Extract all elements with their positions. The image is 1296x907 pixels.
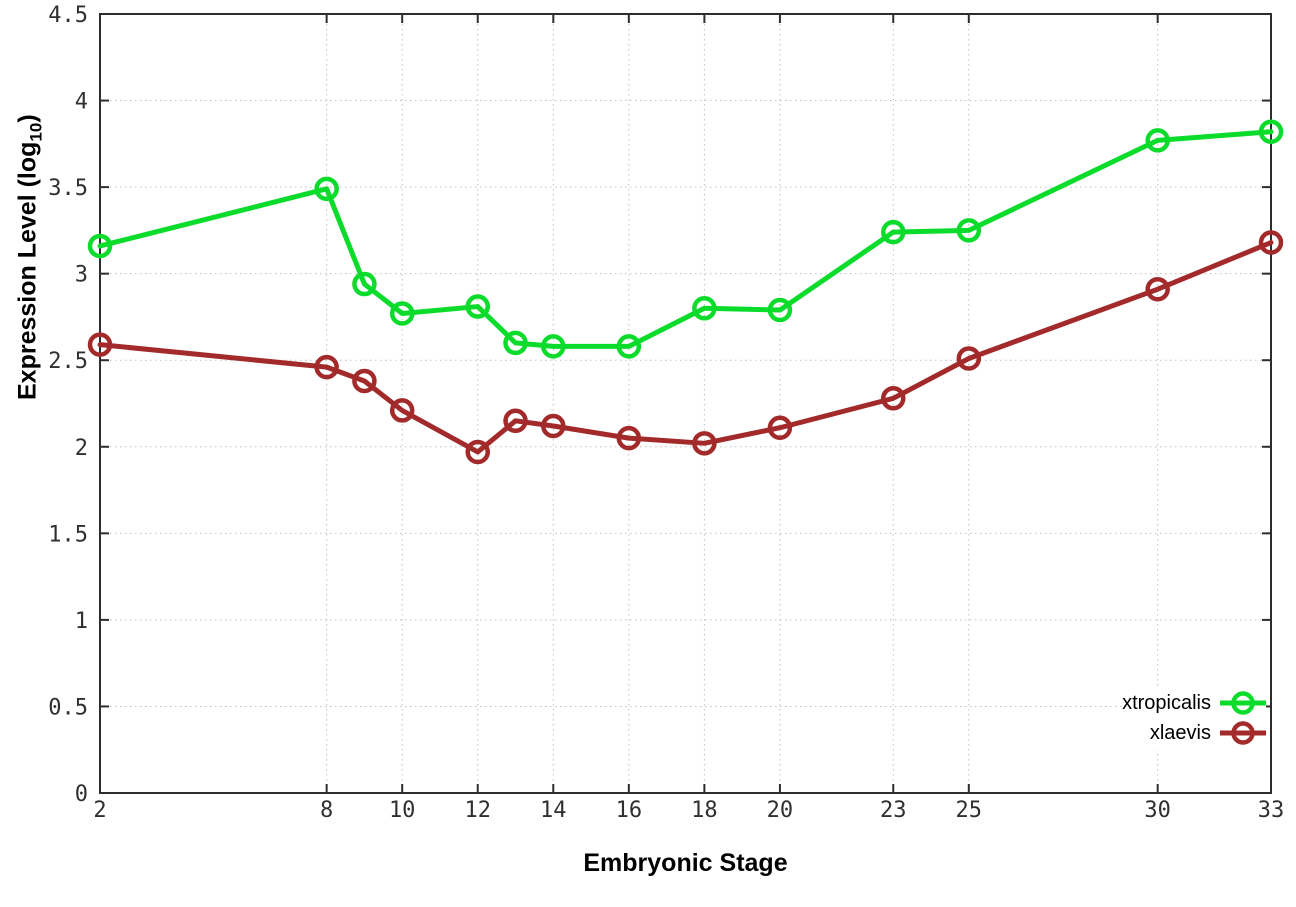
series-xlaevis-point [541, 413, 566, 439]
series-xlaevis-point [352, 368, 377, 394]
series-xtropicalis-point [465, 294, 490, 319]
series-xtropicalis-point [767, 297, 793, 323]
legend: xtropicalis xlaevis [1122, 686, 1266, 750]
series-xlaevis-point [956, 346, 982, 371]
legend-label-xtropicalis: xtropicalis [1122, 691, 1211, 714]
series-xlaevis-point [767, 415, 793, 440]
x-tick-label: 16 [616, 798, 643, 823]
legend-sample-xtropicalis [1220, 691, 1266, 715]
series-xtropicalis-point [314, 176, 339, 202]
x-tick-label: 12 [464, 798, 491, 823]
series-xlaevis-point [692, 431, 717, 456]
y-tick-label: 3.5 [48, 176, 88, 201]
y-axis-label-text: Expression Level (log [13, 141, 42, 400]
series-xtropicalis-point [1145, 128, 1170, 153]
series-xlaevis-point [1258, 230, 1284, 255]
legend-sample-xlaevis [1220, 721, 1266, 745]
series-xlaevis-point [87, 332, 113, 357]
series-xtropicalis-point [692, 296, 717, 321]
legend-item: xtropicalis [1122, 688, 1266, 718]
y-tick-label: 4.5 [48, 3, 88, 28]
series-xtropicalis-point [881, 219, 906, 245]
series-xlaevis-point [503, 408, 528, 434]
x-tick-label: 20 [767, 798, 794, 823]
x-tick-label: 14 [540, 798, 567, 823]
series-xtropicalis-point [1258, 119, 1284, 144]
y-tick-label: 2 [75, 436, 88, 461]
y-tick-label: 1 [75, 609, 88, 634]
x-tick-label: 25 [956, 798, 983, 823]
series-xtropicalis-point [352, 271, 377, 297]
series-xlaevis-point [1145, 276, 1170, 302]
x-axis-label: Embryonic Stage [583, 849, 788, 877]
series-xtropicalis-point [389, 301, 415, 326]
legend-item: xlaevis [1122, 718, 1266, 748]
series-xtropicalis-point [616, 334, 642, 359]
y-tick-label: 1.5 [48, 522, 88, 547]
x-tick-label: 18 [691, 798, 718, 823]
series-xlaevis-point [314, 354, 339, 380]
legend-label-xlaevis: xlaevis [1149, 721, 1211, 744]
x-tick-label: 8 [320, 798, 333, 823]
y-tick-label: 3 [75, 263, 88, 288]
y-tick-label: 0.5 [48, 695, 88, 720]
series-xlaevis-point [881, 386, 906, 411]
series-xlaevis-point [389, 398, 415, 423]
x-tick-label: 2 [93, 798, 106, 823]
x-tick-label: 30 [1144, 798, 1171, 823]
y-tick-label: 2.5 [48, 349, 88, 374]
series-xlaevis-point [465, 439, 490, 465]
series-xtropicalis-point [956, 218, 982, 243]
x-tick-label: 10 [389, 798, 416, 823]
x-tick-label: 33 [1258, 798, 1285, 823]
y-axis-label-suffix: ) [13, 114, 42, 123]
series-xlaevis-point [616, 425, 642, 451]
series-xtropicalis-point [87, 233, 113, 259]
y-tick-label: 0 [75, 782, 88, 807]
plot-border [99, 13, 1272, 794]
y-axis-label-subscript: 10 [26, 122, 46, 142]
y-tick-label: 4 [75, 90, 88, 115]
x-tick-label: 23 [880, 798, 907, 823]
series-xtropicalis-point [541, 334, 566, 359]
series-xtropicalis-point [503, 330, 528, 356]
